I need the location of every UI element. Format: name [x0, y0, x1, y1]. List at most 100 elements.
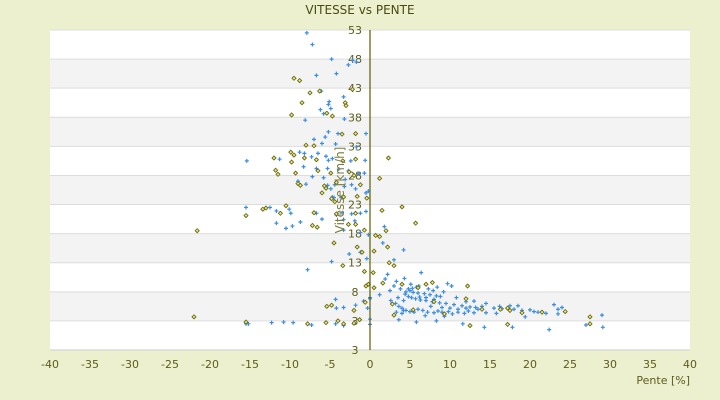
data-point	[320, 141, 324, 146]
data-point	[403, 292, 408, 297]
data-point	[444, 301, 448, 306]
data-point	[284, 226, 288, 231]
data-point	[290, 224, 295, 229]
data-point	[329, 259, 334, 264]
data-point	[587, 321, 593, 327]
data-point	[417, 295, 422, 300]
data-point	[333, 321, 338, 326]
y-tick-label: 43	[348, 82, 362, 95]
data-point	[354, 244, 360, 250]
data-point	[316, 151, 320, 156]
data-point	[445, 281, 450, 286]
data-point	[560, 305, 564, 310]
data-point	[302, 151, 307, 156]
data-point	[297, 150, 302, 155]
data-point	[364, 190, 368, 195]
data-point	[364, 256, 369, 261]
data-point	[428, 304, 433, 309]
data-point	[371, 248, 377, 254]
data-point	[408, 282, 413, 287]
data-point	[364, 209, 368, 214]
data-point	[441, 289, 446, 294]
x-tick-label: 0	[367, 358, 374, 371]
x-tick-label: -25	[161, 358, 179, 371]
data-point	[309, 154, 314, 159]
data-point	[399, 204, 405, 210]
data-point	[332, 198, 338, 205]
data-point	[431, 299, 437, 305]
data-point	[328, 302, 335, 308]
data-point	[392, 257, 396, 262]
data-point	[362, 171, 367, 176]
data-point	[364, 131, 368, 136]
data-point	[371, 285, 377, 291]
data-point	[346, 169, 352, 175]
data-point	[326, 129, 331, 134]
data-point	[340, 321, 347, 327]
data-point	[426, 286, 431, 291]
data-point	[314, 73, 319, 78]
data-point	[352, 210, 359, 216]
data-point	[352, 156, 359, 162]
data-point	[404, 289, 408, 294]
data-point	[304, 321, 311, 327]
data-point	[343, 177, 348, 182]
data-point	[334, 306, 339, 311]
data-point	[340, 194, 347, 200]
data-point	[348, 158, 353, 163]
data-point	[432, 310, 436, 315]
data-point	[380, 280, 386, 286]
data-point	[492, 306, 496, 311]
data-point	[396, 304, 401, 309]
data-point	[404, 308, 408, 313]
data-point	[310, 42, 315, 47]
data-point	[325, 166, 330, 171]
data-point	[413, 296, 418, 301]
data-point	[328, 170, 334, 176]
data-point	[323, 185, 329, 191]
data-point	[424, 295, 428, 300]
x-tick-label: -40	[41, 358, 59, 371]
data-point	[298, 220, 303, 224]
x-tick-label: 15	[483, 358, 497, 371]
data-point	[269, 320, 274, 325]
x-tick-label: 25	[563, 358, 577, 371]
data-point	[244, 158, 249, 163]
data-point	[311, 210, 317, 216]
data-point	[412, 220, 419, 226]
y-tick-label: 13	[348, 257, 362, 270]
data-point	[428, 292, 432, 297]
data-point	[349, 86, 356, 92]
data-point	[391, 312, 397, 318]
data-point	[296, 77, 303, 84]
data-point	[340, 262, 346, 269]
data-point	[272, 167, 279, 173]
data-point	[271, 155, 277, 161]
data-point	[330, 156, 335, 161]
x-axis-label: Pente [%]	[636, 374, 690, 387]
data-point	[372, 232, 379, 239]
data-point	[283, 203, 289, 209]
data-point	[319, 190, 325, 196]
data-point	[600, 325, 605, 330]
data-point	[260, 206, 266, 212]
data-point	[328, 186, 333, 191]
data-point	[301, 155, 308, 161]
x-tick-label: 5	[407, 358, 414, 371]
data-point	[516, 303, 520, 308]
data-point	[329, 113, 336, 119]
data-point	[305, 267, 310, 272]
data-point	[460, 321, 465, 326]
data-point	[353, 303, 358, 308]
data-point	[288, 159, 295, 165]
data-point	[384, 244, 391, 250]
data-point	[316, 88, 323, 94]
data-point	[376, 175, 383, 182]
chart-title: VITESSE vs PENTE	[305, 3, 414, 17]
data-point	[476, 307, 480, 312]
data-point	[342, 184, 347, 189]
data-point	[460, 303, 464, 308]
data-point	[416, 290, 420, 295]
data-point	[429, 279, 436, 286]
data-point	[385, 155, 392, 161]
